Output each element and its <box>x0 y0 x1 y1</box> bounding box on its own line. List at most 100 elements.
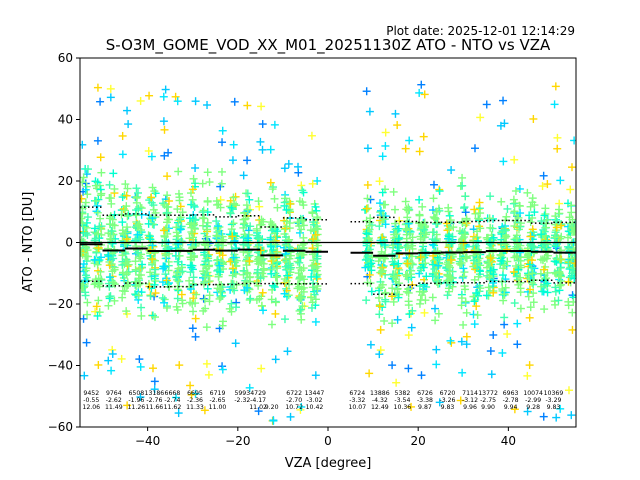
scatter-point <box>94 360 103 369</box>
scatter-point <box>298 198 307 207</box>
scatter-point <box>96 153 105 162</box>
scatter-point <box>443 291 452 300</box>
scatter-point <box>217 179 226 188</box>
scatter-point <box>272 264 281 273</box>
scatter-point <box>270 194 279 203</box>
bin-count-label: 9452 <box>83 390 99 397</box>
scatter-point <box>306 293 315 302</box>
scatter-point <box>151 313 160 322</box>
scatter-point <box>239 240 248 249</box>
scatter-point <box>503 204 512 213</box>
bin-std-label: 10.36 <box>394 404 412 411</box>
scatter-point <box>568 308 576 317</box>
scatter-point <box>118 293 127 302</box>
scatter-point <box>255 202 264 211</box>
scatter-point <box>189 174 198 183</box>
scatter-point <box>201 272 210 281</box>
scatter-point <box>107 366 116 375</box>
bin-count-label: 13886 <box>370 390 390 397</box>
bin-count-label: 10369 <box>544 390 564 397</box>
y-tick-label: 40 <box>58 113 73 127</box>
bin-std-label: 11.33 <box>186 404 204 411</box>
scatter-point <box>297 315 306 324</box>
scatter-point <box>381 128 390 137</box>
scatter-point <box>149 205 158 214</box>
bin-count-label: 4729 <box>250 390 266 397</box>
scatter-point <box>429 194 438 203</box>
scatter-point <box>525 361 534 370</box>
bin-std-label: 9.96 <box>463 404 477 411</box>
scatter-point <box>444 207 453 216</box>
scatter-point <box>119 230 128 239</box>
x-tick-label: −20 <box>225 434 250 448</box>
scatter-point <box>118 150 127 159</box>
scatter-point <box>566 185 575 194</box>
scatter-point <box>486 192 495 201</box>
scatter-point <box>311 371 320 380</box>
scatter-point <box>202 323 211 332</box>
scatter-point <box>92 207 101 216</box>
scatter-point <box>106 212 115 221</box>
scatter-point <box>380 316 389 325</box>
scatter-point <box>150 265 159 274</box>
y-tick-label: 20 <box>58 174 73 188</box>
scatter-point <box>191 332 200 341</box>
bin-std-label: 12.49 <box>371 404 389 411</box>
scatter-point <box>511 186 520 195</box>
scatter-point <box>191 314 200 323</box>
scatter-point <box>259 264 268 273</box>
scatter-point <box>123 106 132 115</box>
bin-count-label: 6726 <box>417 390 433 397</box>
scatter-point <box>390 205 399 214</box>
scatter-point <box>123 212 132 221</box>
scatter-point <box>204 370 213 379</box>
scatter-point <box>198 221 207 230</box>
scatter-point <box>230 97 239 106</box>
scatter-point <box>134 248 143 257</box>
scatter-point <box>294 162 303 171</box>
bin-mean-label: -2.99 <box>525 397 541 404</box>
scatter-point <box>415 147 424 156</box>
scatter-point <box>106 93 115 102</box>
scatter-point <box>147 215 156 224</box>
scatter-point <box>367 259 376 268</box>
scatter-points <box>80 80 576 425</box>
scatter-point <box>461 192 470 201</box>
scatter-point <box>218 138 227 147</box>
scatter-point <box>256 137 265 146</box>
scatter-point <box>539 171 548 180</box>
scatter-point <box>188 185 197 194</box>
scatter-point <box>258 288 267 297</box>
bin-count-label: 7114 <box>462 390 478 397</box>
scatter-point <box>216 285 225 294</box>
scatter-point <box>269 416 278 425</box>
bin-std-label: 10.42 <box>306 404 324 411</box>
scatter-point <box>216 203 225 212</box>
scatter-point <box>286 263 295 272</box>
scatter-point <box>266 218 275 227</box>
scatter-point <box>513 319 522 328</box>
scatter-point <box>136 362 145 371</box>
scatter-point <box>136 264 145 273</box>
scatter-point <box>308 298 317 307</box>
scatter-point <box>110 296 119 305</box>
scatter-point <box>470 205 479 214</box>
scatter-point <box>94 296 103 305</box>
bin-annotations: 9452-0.5512.069764-2.6211.496508-1.9611.… <box>82 390 563 411</box>
scatter-point <box>245 383 254 392</box>
scatter-point <box>159 226 168 235</box>
scatter-point <box>151 248 160 257</box>
scatter-point <box>489 330 498 339</box>
bin-std-label: 11.49 <box>105 404 123 411</box>
scatter-point <box>83 298 92 307</box>
bin-std-label: 11.62 <box>164 404 182 411</box>
scatter-point <box>258 145 267 154</box>
scatter-point <box>284 291 293 300</box>
scatter-point <box>363 144 372 153</box>
scatter-point <box>80 371 89 380</box>
y-tick-label: −60 <box>48 420 73 434</box>
scatter-point <box>246 294 255 303</box>
scatter-point <box>226 209 235 218</box>
scatter-point <box>201 261 210 270</box>
